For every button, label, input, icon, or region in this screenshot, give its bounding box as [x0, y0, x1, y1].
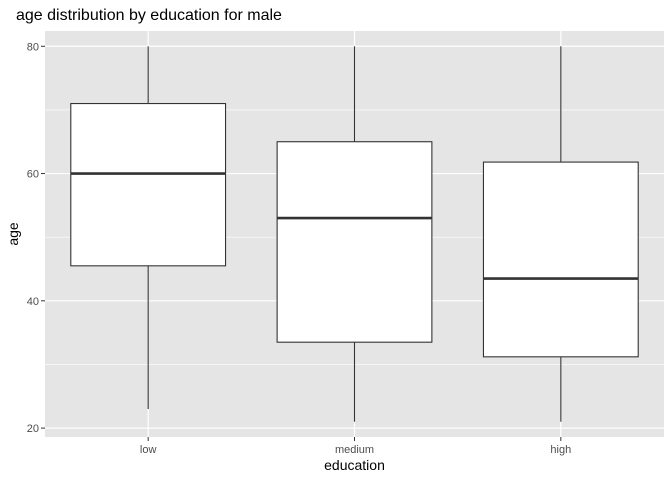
y-axis-title: age [5, 222, 21, 246]
y-tick-label: 40 [27, 296, 39, 308]
y-axis: 20 40 60 80 [27, 41, 45, 435]
x-axis-title: education [324, 457, 385, 473]
box-body [276, 141, 433, 343]
x-tick-label: low [140, 444, 157, 456]
y-tick-label: 60 [27, 169, 39, 181]
x-axis: low medium high [140, 437, 571, 456]
box-high [482, 46, 639, 422]
box-body [70, 102, 227, 267]
chart-title: age distribution by education for male [16, 7, 282, 24]
boxplot-series [70, 46, 639, 422]
box-low [70, 46, 227, 409]
y-tick-label: 80 [27, 41, 39, 53]
x-tick-label: high [550, 444, 571, 456]
y-tick-label: 20 [27, 423, 39, 435]
box-medium [276, 46, 433, 422]
x-tick-label: medium [335, 444, 374, 456]
box-body [482, 161, 639, 358]
